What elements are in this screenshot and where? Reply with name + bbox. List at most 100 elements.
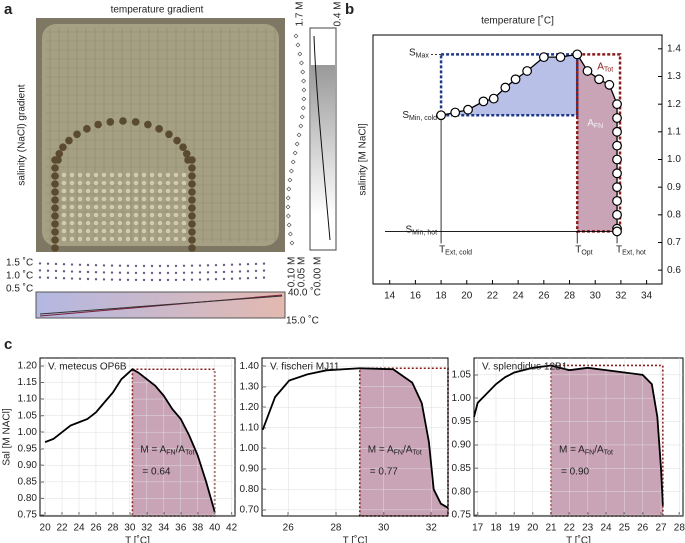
- dot: [222, 263, 226, 267]
- colony-edge: [184, 156, 192, 164]
- dot: [94, 271, 98, 274]
- colony: [77, 212, 83, 218]
- colony-edge: [73, 130, 81, 139]
- panel-label: a: [4, 1, 13, 18]
- dot: [150, 271, 154, 275]
- point: [594, 74, 604, 85]
- dot: [238, 277, 242, 280]
- curve: [44, 368, 216, 512]
- dot: [262, 269, 266, 272]
- photo-ylabel: salinity (NaCl) gradient: [17, 84, 28, 185]
- point: [612, 140, 622, 151]
- colony: [69, 220, 75, 226]
- t-opt-main: T: [575, 244, 581, 255]
- x-tick-label: 26: [283, 523, 295, 534]
- colony: [157, 228, 163, 234]
- dot: [102, 278, 106, 281]
- diamond: [285, 195, 291, 201]
- colony: [117, 196, 123, 202]
- dot: [190, 264, 194, 267]
- colony: [133, 188, 139, 194]
- colony: [77, 204, 83, 210]
- colony-edge: [188, 180, 196, 188]
- a-tot-sub: Tot: [604, 66, 613, 73]
- colony: [69, 212, 75, 218]
- colony: [85, 204, 91, 210]
- curve: [261, 367, 449, 509]
- colony: [149, 204, 155, 210]
- diamond: [294, 141, 300, 147]
- colony: [117, 228, 123, 234]
- dot: [150, 264, 154, 268]
- y-tick-label: 0.6: [667, 265, 681, 276]
- chart-title: V. fischeri MJ11: [270, 362, 340, 373]
- dot: [46, 269, 50, 272]
- dot: [54, 262, 58, 266]
- colony: [117, 236, 123, 242]
- colony: [101, 220, 107, 226]
- colony-edge: [54, 156, 62, 164]
- s-min-hot: SMin, hot: [405, 224, 437, 236]
- colony: [149, 180, 155, 186]
- salinity-label: 0.4 M: [333, 1, 344, 26]
- colony-edge: [51, 220, 59, 228]
- colony: [165, 204, 171, 210]
- colony: [157, 204, 163, 210]
- y-tick-label: 1.0: [667, 154, 681, 165]
- colony: [93, 204, 99, 210]
- x-axis-label: T [˚C]: [566, 535, 591, 543]
- colony: [173, 188, 179, 194]
- dot: [158, 271, 162, 275]
- dot: [166, 271, 170, 275]
- formula-main: M = A: [559, 444, 585, 455]
- colony: [61, 204, 67, 210]
- y-tick-label: 1.00: [240, 443, 260, 454]
- colony-edge: [131, 118, 140, 126]
- colony: [165, 172, 171, 178]
- formula-sub: Tot: [412, 449, 421, 456]
- a-tot: ATot: [597, 61, 613, 73]
- colony: [141, 228, 147, 234]
- colony: [173, 196, 179, 202]
- colony: [69, 236, 75, 242]
- colony: [133, 172, 139, 178]
- x-tick-label: 20: [527, 523, 539, 534]
- x-tick-label: 25: [619, 523, 631, 534]
- dot: [262, 276, 266, 279]
- y-tick-label: 0.70: [240, 504, 260, 515]
- y-tick-label: 1.20: [240, 402, 260, 413]
- point: [612, 168, 622, 179]
- x-tick-label: 20: [461, 291, 473, 302]
- diamond: [287, 231, 293, 237]
- salinity-curve: [313, 35, 331, 241]
- colony: [173, 180, 179, 186]
- colony-edge: [83, 125, 91, 133]
- salinity-label: 1.7 M: [295, 1, 306, 26]
- photo-title: temperature gradient: [111, 5, 204, 16]
- y-tick-label: 1.00: [18, 427, 38, 438]
- x-tick-label: 22: [487, 291, 499, 302]
- t-opt: TOpt: [575, 244, 592, 256]
- x-tick-label: 30: [590, 291, 602, 302]
- colony: [149, 236, 155, 242]
- s-max-sub: Max: [416, 52, 430, 59]
- colony-edge: [106, 118, 115, 126]
- x-tick-label: 28: [674, 523, 685, 534]
- formula-main: /A: [176, 444, 186, 455]
- m-value: = 0.90: [561, 466, 590, 477]
- colony-edge: [94, 120, 102, 129]
- dot: [126, 264, 130, 268]
- y-tick-label: 1.30: [240, 381, 260, 392]
- dot: [262, 262, 266, 265]
- dot: [230, 263, 234, 266]
- colony: [141, 188, 147, 194]
- dot: [70, 270, 74, 273]
- colony: [181, 188, 187, 194]
- colony: [133, 236, 139, 242]
- colony: [101, 180, 107, 186]
- cold-box: [439, 53, 579, 117]
- diamond: [289, 168, 294, 174]
- dot: [198, 271, 202, 274]
- colony: [165, 188, 171, 194]
- m-value: = 0.77: [370, 466, 399, 477]
